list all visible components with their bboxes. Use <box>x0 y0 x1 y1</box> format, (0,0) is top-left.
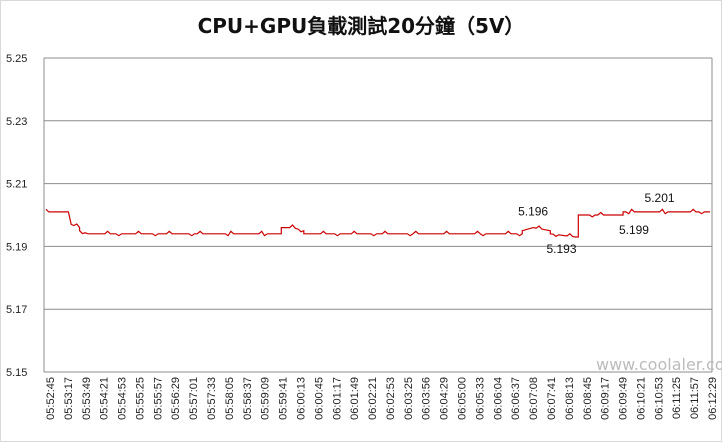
x-tick-label: 05:53:49 <box>81 377 93 420</box>
data-annotations: 5.196 5.193 5.199 5.201 <box>518 191 675 256</box>
x-tick-label: 05:56:29 <box>170 377 182 420</box>
x-tick-label: 06:08:45 <box>582 377 594 420</box>
y-tick-label: 5.23 <box>6 116 27 128</box>
x-tick-label: 06:02:53 <box>385 377 397 420</box>
x-tick-label: 06:01:17 <box>331 377 343 420</box>
x-tick-label: 06:08:13 <box>564 377 576 420</box>
x-tick-label: 06:10:21 <box>635 377 647 420</box>
x-tick-label: 06:03:25 <box>403 377 415 420</box>
x-tick-label: 06:07:41 <box>546 377 558 420</box>
x-tick-label: 06:00:45 <box>313 377 325 420</box>
x-tick-label: 06:04:29 <box>439 377 451 420</box>
y-tick-label: 5.25 <box>6 53 27 65</box>
x-tick-label: 06:00:13 <box>295 377 307 420</box>
x-tick-label: 06:09:17 <box>600 377 612 420</box>
data-label: 5.201 <box>645 191 675 205</box>
x-tick-label: 06:01:49 <box>349 377 361 420</box>
y-tick-label: 5.17 <box>6 304 27 316</box>
x-tick-label: 06:06:37 <box>510 377 522 420</box>
x-tick-label: 06:02:21 <box>367 377 379 420</box>
x-tick-label: 06:03:56 <box>421 377 433 420</box>
x-tick-label: 06:07:08 <box>528 377 540 420</box>
data-label: 5.196 <box>518 205 548 219</box>
x-tick-label: 06:09:49 <box>618 377 630 420</box>
x-tick-label: 06:11:57 <box>689 377 701 419</box>
x-tick-label: 05:57:01 <box>188 377 200 420</box>
x-tick-label: 06:11:25 <box>671 377 683 419</box>
y-tick-label: 5.19 <box>6 241 27 253</box>
data-label: 5.193 <box>547 242 577 256</box>
x-tick-label: 05:52:45 <box>45 377 57 420</box>
x-tick-label: 05:55:57 <box>152 377 164 420</box>
chart-title: CPU+GPU負載測試20分鐘（5V） <box>198 14 525 38</box>
x-tick-label: 05:58:37 <box>242 377 254 420</box>
x-tick-label: 05:55:25 <box>134 377 146 420</box>
x-tick-label: 05:59:09 <box>260 377 272 420</box>
x-tick-label: 05:54:53 <box>117 377 129 420</box>
y-axis-ticks: 5.15 5.17 5.19 5.21 5.23 5.25 <box>6 53 27 379</box>
watermark: www.coolaler.com <box>596 355 722 374</box>
series-5v <box>45 208 710 238</box>
x-axis-ticks: 05:52:45 05:53:17 05:53:49 05:54:21 05:54:53… <box>45 377 719 420</box>
x-tick-label: 05:58:05 <box>224 377 236 420</box>
x-tick-label: 05:59:41 <box>278 377 290 420</box>
x-tick-label: 06:12:29 <box>707 377 719 420</box>
grid-lines <box>43 57 713 373</box>
x-tick-label: 06:05:00 <box>457 377 469 420</box>
x-tick-label: 06:05:33 <box>474 377 486 420</box>
data-label: 5.199 <box>619 223 649 237</box>
x-tick-label: 05:57:33 <box>206 377 218 420</box>
y-tick-label: 5.15 <box>6 367 27 379</box>
x-tick-label: 06:06:04 <box>492 377 504 420</box>
series-line-5v <box>45 208 710 238</box>
x-tick-label: 05:54:21 <box>99 377 111 420</box>
y-tick-label: 5.21 <box>6 179 27 191</box>
x-tick-label: 06:10:53 <box>653 377 665 420</box>
x-tick-label: 05:53:17 <box>63 377 75 420</box>
